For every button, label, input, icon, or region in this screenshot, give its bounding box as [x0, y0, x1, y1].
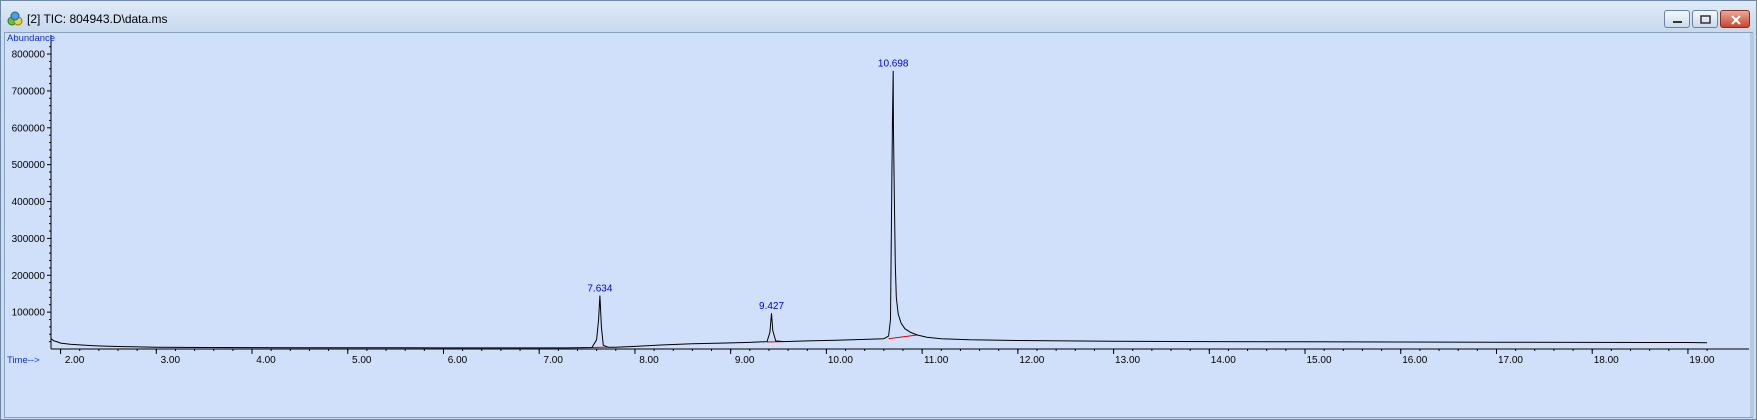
x-tick-label: 6.00: [448, 355, 468, 366]
window-title: [2] TIC: 804943.D\data.ms: [27, 12, 168, 26]
x-tick-label: 18.00: [1594, 355, 1619, 366]
x-tick-label: 2.00: [65, 355, 85, 366]
close-icon: [1731, 15, 1741, 25]
x-tick-label: 14.00: [1211, 355, 1236, 366]
minimize-icon: [1673, 21, 1682, 23]
x-tick-label: 9.00: [735, 355, 755, 366]
y-tick-label: 400000: [12, 197, 46, 208]
y-tick-label: 700000: [12, 86, 46, 97]
title-bar[interactable]: [2] TIC: 804943.D\data.ms: [1, 1, 1756, 32]
peak-rt-label: 7.634: [587, 284, 612, 295]
chromatogram-app-icon: [7, 11, 23, 26]
peak-rt-label: 9.427: [759, 301, 784, 312]
x-tick-label: 13.00: [1115, 355, 1140, 366]
tic-trace-line: [50, 70, 1708, 349]
peak-rt-label: 10.698: [878, 59, 909, 70]
restore-button[interactable]: [1692, 10, 1718, 28]
peak-baseline: [888, 334, 918, 340]
x-tick-label: 5.00: [352, 355, 372, 366]
y-tick-label: 100000: [12, 308, 46, 319]
y-tick-label: 600000: [12, 123, 46, 134]
tic-chromatogram-chart: 100000 200000 300000 400000 500000 600000 7000…: [7, 33, 1749, 366]
y-tick-label: 500000: [12, 160, 46, 171]
y-tick-label: 200000: [12, 271, 46, 282]
x-tick-label: 16.00: [1402, 355, 1427, 366]
x-tick-label: 11.00: [924, 355, 949, 366]
restore-icon: [1700, 15, 1711, 24]
chromatogram-plot-area[interactable]: 100000 200000 300000 400000 500000 600000 7000…: [4, 32, 1753, 418]
y-tick-label: 300000: [12, 234, 46, 245]
x-tick-label: 17.00: [1498, 355, 1523, 366]
x-tick-label: 15.00: [1307, 355, 1332, 366]
minimize-button[interactable]: [1664, 10, 1690, 28]
x-tick-label: 3.00: [161, 355, 181, 366]
close-button[interactable]: [1720, 10, 1750, 28]
y-axis-label: Abundance: [7, 33, 55, 44]
x-tick-label: 7.00: [543, 355, 563, 366]
x-tick-label: 4.00: [256, 355, 276, 366]
x-tick-label: 8.00: [639, 355, 659, 366]
x-tick-label: 12.00: [1019, 355, 1044, 366]
window-edge-scroll[interactable]: [1750, 33, 1754, 417]
x-tick-label: 19.00: [1689, 355, 1714, 366]
x-tick-label: 10.00: [828, 355, 853, 366]
y-tick-label: 800000: [12, 50, 46, 61]
x-axis-label: Time-->: [7, 355, 40, 366]
